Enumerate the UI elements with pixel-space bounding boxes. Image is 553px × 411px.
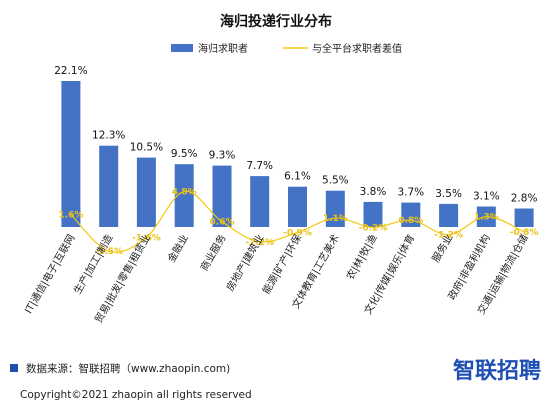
source-marker: [10, 364, 18, 372]
diff-value-label: -1.6%: [132, 234, 161, 244]
bar-value-label: 9.5%: [171, 148, 198, 160]
diff-value-label: 1.1%: [323, 214, 348, 224]
bar: [514, 208, 534, 227]
bar-value-label: 7.7%: [246, 160, 273, 172]
copyright-text: Copyright©2021 zhaopin all rights reserv…: [20, 389, 252, 401]
bar-value-label: 5.5%: [322, 175, 349, 187]
bar: [61, 81, 81, 227]
bar-value-label: 3.8%: [360, 186, 387, 198]
bar: [439, 203, 459, 227]
source-text: 数据来源：智联招聘（www.zhaopin.com): [26, 362, 230, 375]
diff-value-label: 1.6%: [58, 211, 83, 221]
bar-value-label: 3.7%: [397, 187, 424, 199]
bar-value-label: 9.3%: [209, 150, 236, 162]
bars-layer: [61, 81, 534, 227]
diff-value-label: 0.6%: [210, 218, 235, 228]
diff-value-label: -0.8%: [510, 228, 539, 238]
diff-value-label: -3.5%: [94, 247, 123, 257]
bar-value-label: 6.1%: [284, 171, 311, 183]
bar-value-label: 3.5%: [435, 188, 462, 200]
labels-layer: 22.1% 1.6% 12.3% -3.5% 10.5% -1.6% 9.5% 4.8% 9.3…: [54, 65, 538, 257]
diff-value-label: -2.2%: [245, 238, 274, 248]
bar-value-label: 22.1%: [54, 65, 87, 77]
brand-logo: 智联招聘: [453, 358, 541, 384]
bar-value-label: 12.3%: [92, 130, 125, 142]
category-label: IT|通信|电子|互联网: [22, 232, 78, 316]
diff-value-label: -1.2%: [434, 231, 463, 241]
legend-swatch-bars: [171, 44, 193, 52]
diff-value-label: 1.3%: [474, 213, 499, 223]
diff-value-label: 4.8%: [172, 187, 197, 197]
bar-value-label: 10.5%: [130, 142, 163, 154]
bar: [99, 145, 119, 227]
bar-value-label: 2.8%: [511, 193, 538, 205]
bar: [136, 157, 156, 227]
bar: [174, 164, 194, 227]
legend: 海归求职者 与全平台求职者差值: [171, 42, 402, 55]
chart-title: 海归投递行业分布: [220, 13, 332, 30]
bar: [250, 176, 270, 227]
bar: [363, 201, 383, 227]
line-layer: [70, 190, 525, 253]
diff-value-label: -0.9%: [283, 229, 312, 239]
bar: [288, 186, 307, 227]
legend-label-line: 与全平台求职者差值: [312, 42, 402, 55]
legend-label-bars: 海归求职者: [198, 42, 248, 55]
diff-value-label: 0.8%: [398, 216, 423, 226]
bar-value-label: 3.1%: [473, 191, 500, 203]
diff-series-line: [70, 190, 525, 253]
bar: [212, 165, 232, 227]
diff-value-label: -0.2%: [359, 223, 388, 233]
category-label: 农|林|牧|渔: [343, 232, 379, 282]
footer: 数据来源：智联招聘（www.zhaopin.com) Copyright©202…: [10, 358, 541, 401]
category-label: 商业服务: [197, 232, 228, 273]
category-label: 金融业: [165, 232, 191, 264]
category-label: 生产|加工|制造: [71, 232, 116, 296]
